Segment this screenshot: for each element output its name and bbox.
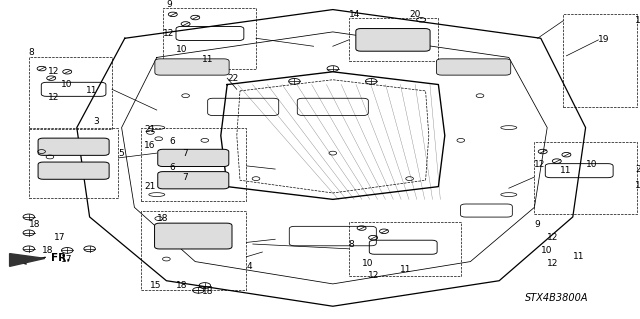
Text: 5: 5	[118, 149, 124, 158]
Text: 15: 15	[150, 281, 162, 290]
FancyBboxPatch shape	[356, 29, 430, 51]
Text: 4: 4	[246, 262, 252, 271]
Text: 12: 12	[48, 67, 60, 76]
Text: 12: 12	[368, 271, 380, 280]
Text: 11: 11	[400, 265, 412, 274]
Text: 7: 7	[182, 149, 188, 158]
Text: 17: 17	[61, 256, 72, 264]
Text: 10: 10	[176, 45, 188, 54]
Text: 10: 10	[586, 160, 597, 169]
Text: 1: 1	[635, 16, 640, 25]
Text: 11: 11	[573, 252, 584, 261]
Text: 11: 11	[202, 55, 213, 63]
Text: FR.: FR.	[51, 253, 70, 263]
Text: 9: 9	[534, 220, 540, 229]
Polygon shape	[10, 254, 45, 266]
Text: 11: 11	[86, 86, 98, 95]
FancyBboxPatch shape	[38, 162, 109, 179]
Text: 8: 8	[29, 48, 35, 57]
Text: 17: 17	[54, 233, 66, 242]
Text: 21: 21	[144, 182, 156, 191]
Text: 18: 18	[176, 281, 188, 290]
FancyBboxPatch shape	[157, 172, 229, 189]
FancyBboxPatch shape	[155, 223, 232, 249]
Text: 8: 8	[349, 240, 355, 249]
Text: 11: 11	[560, 166, 572, 175]
Text: 10: 10	[61, 80, 72, 89]
FancyBboxPatch shape	[155, 59, 229, 75]
Text: 10: 10	[362, 259, 373, 268]
Text: STX4B3800A: STX4B3800A	[525, 293, 588, 303]
Text: 14: 14	[349, 10, 360, 19]
Text: 12: 12	[163, 29, 175, 38]
Text: 18: 18	[157, 214, 168, 223]
Text: 12: 12	[547, 259, 559, 268]
Text: 10: 10	[541, 246, 552, 255]
Text: 19: 19	[598, 35, 610, 44]
Text: 13: 13	[635, 181, 640, 189]
Text: 20: 20	[410, 10, 421, 19]
Text: 16: 16	[144, 141, 156, 150]
Text: 18: 18	[29, 220, 40, 229]
Text: 12: 12	[48, 93, 60, 102]
Text: 6: 6	[170, 163, 175, 172]
Text: 2: 2	[635, 165, 640, 174]
Text: 6: 6	[170, 137, 175, 146]
Text: 9: 9	[166, 0, 172, 9]
Text: 12: 12	[547, 233, 559, 242]
FancyBboxPatch shape	[157, 149, 229, 167]
FancyBboxPatch shape	[38, 138, 109, 155]
Text: 18: 18	[42, 246, 53, 255]
Text: 12: 12	[534, 160, 546, 169]
Text: 22: 22	[227, 74, 239, 83]
Text: 7: 7	[182, 173, 188, 182]
Text: 3: 3	[93, 117, 99, 126]
FancyBboxPatch shape	[436, 59, 511, 75]
Text: 21: 21	[144, 125, 156, 134]
Text: 18: 18	[202, 287, 213, 296]
